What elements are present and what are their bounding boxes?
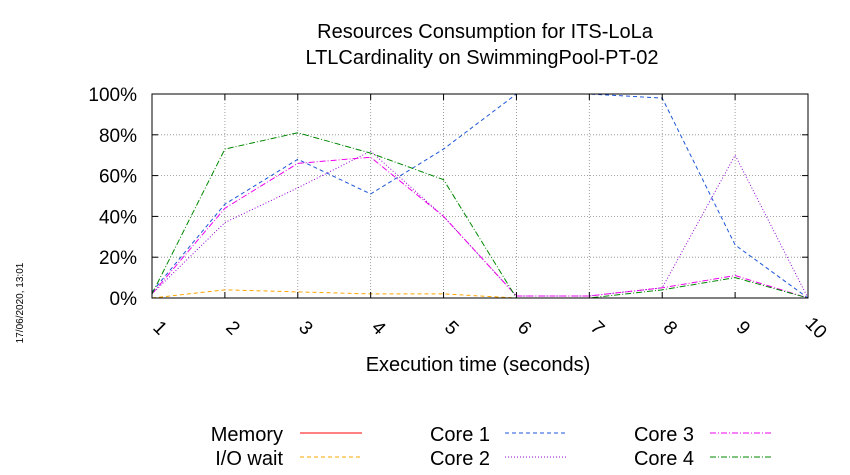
series-line-core-1 [151,93,809,299]
x-tick-label: 9 [732,317,754,339]
series-line-core-2 [151,150,809,299]
plot-area-border [151,93,809,299]
legend-label-core-2: Core 2 [430,448,490,470]
chart-title-line-2: LTLCardinality on SwimmingPool-PT-02 [305,47,658,69]
x-tick-label: 4 [367,317,390,340]
x-tick-label: 1 [148,317,170,339]
legend-label-core-4: Core 4 [634,448,694,470]
y-tick-label: 40% [99,207,137,228]
y-tick-label: 100% [88,85,137,106]
x-axis-label: Execution time (seconds) [366,354,591,376]
y-tick-label: 0% [110,289,138,310]
x-tick-label: 3 [294,317,316,339]
chart-title-line-1: Resources Consumption for ITS-LoLa [317,21,654,43]
date-stamp: 17/06/2020, 13:01 [15,262,26,343]
x-tick-label: 10 [801,313,831,343]
y-tick-label: 80% [99,126,137,147]
legend-label-core-3: Core 3 [634,424,694,446]
axis-ticks: 0% 20% 40% 60% 80% 100% 1 2 3 4 5 6 7 8 9 10 [88,85,830,343]
grid-lines [152,94,808,298]
x-tick-label: 5 [440,317,462,339]
legend-label-memory: Memory [211,424,283,446]
legend-label-i-o-wait: I/O wait [215,448,283,470]
series-line-core-3 [151,156,809,299]
series-line-i-o-wait [151,289,808,299]
x-tick-label: 6 [513,317,535,339]
series-line-core-4 [151,132,809,299]
y-tick-label: 60% [99,167,137,188]
x-tick-label: 2 [221,317,243,339]
legend-label-core-1: Core 1 [430,424,490,446]
series-lines [151,93,809,299]
y-tick-label: 20% [99,248,137,269]
x-tick-label: 8 [659,317,681,339]
x-tick-label: 7 [586,317,608,339]
